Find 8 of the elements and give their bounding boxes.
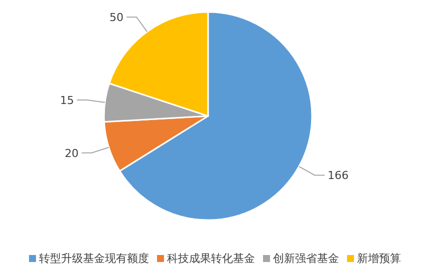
data-label: 15 (60, 94, 74, 108)
data-label: 20 (64, 146, 79, 160)
legend-label: 创新强省基金 (273, 252, 339, 265)
data-label: 166 (328, 169, 349, 182)
data-label: 50 (110, 11, 124, 24)
legend-label: 科技成果转化基金 (167, 252, 255, 265)
legend-label: 转型升级基金现有额度 (39, 252, 149, 265)
legend-label: 新增预算 (357, 252, 401, 265)
